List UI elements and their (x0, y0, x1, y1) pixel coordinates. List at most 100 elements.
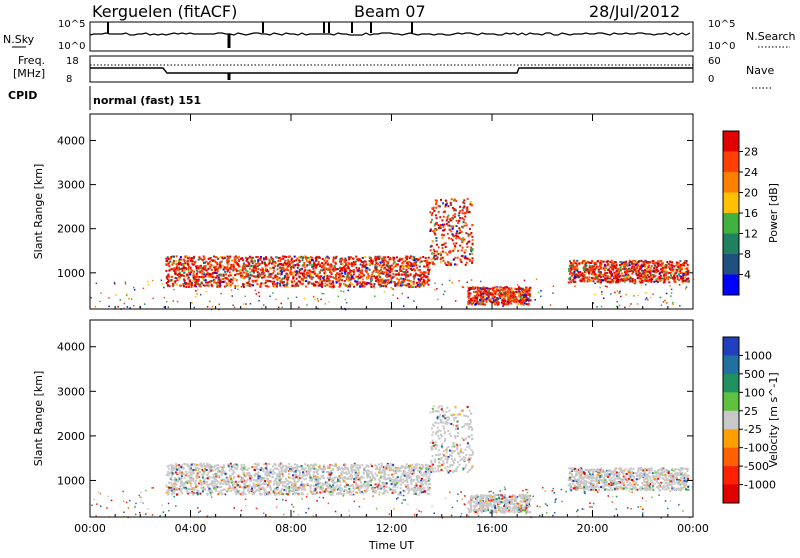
data-cell (461, 261, 463, 263)
data-cell (183, 485, 185, 487)
data-cell (432, 240, 434, 242)
data-cell (429, 474, 431, 476)
data-cell (635, 271, 637, 273)
data-cell (275, 478, 277, 480)
data-cell (406, 269, 408, 271)
data-cell (452, 250, 454, 252)
data-cell (657, 264, 659, 266)
freq-trace (90, 65, 693, 80)
data-cell (341, 477, 343, 479)
data-cell (358, 469, 360, 471)
data-cell (196, 269, 198, 271)
data-cell (307, 281, 309, 283)
data-cell (370, 286, 372, 288)
data-cell (510, 300, 512, 302)
data-cell (580, 262, 582, 264)
data-cell (382, 279, 384, 281)
data-cell (445, 242, 447, 244)
data-cell (371, 274, 373, 276)
freq-panel-frame (90, 56, 693, 82)
data-cell (265, 270, 267, 272)
data-cell (240, 468, 242, 470)
data-cell (434, 282, 436, 284)
data-cell (671, 273, 673, 275)
data-cell (526, 299, 528, 301)
data-cell (184, 280, 186, 282)
data-cell (488, 298, 490, 300)
data-cell (390, 281, 392, 283)
nave-tick-top: 60 (708, 56, 721, 67)
data-cell (484, 295, 486, 297)
data-cell (229, 469, 231, 471)
data-cell (211, 269, 213, 271)
data-cell (624, 263, 626, 265)
data-cell (624, 271, 626, 273)
data-cell (258, 490, 260, 492)
data-cell (199, 270, 201, 272)
data-cell (183, 267, 185, 269)
data-cell (210, 494, 212, 496)
data-cell (297, 285, 299, 287)
data-cell (486, 301, 488, 303)
data-cell (390, 279, 392, 281)
data-cell (255, 256, 257, 258)
data-cell (405, 467, 407, 469)
data-cell (358, 489, 360, 491)
data-cell (210, 264, 212, 266)
data-cell (240, 276, 242, 278)
data-cell (442, 237, 444, 239)
data-cell (193, 489, 195, 491)
data-cell (440, 227, 442, 229)
data-cell (611, 260, 613, 262)
data-cell (671, 268, 673, 270)
data-cell (108, 297, 110, 299)
data-cell (335, 263, 337, 265)
data-cell (651, 265, 653, 267)
data-cell (252, 262, 254, 264)
data-cell (277, 284, 279, 286)
data-cell (596, 306, 598, 308)
data-cell (478, 303, 480, 305)
data-cell (276, 286, 278, 288)
data-cell (296, 278, 298, 280)
data-cell (336, 268, 338, 270)
data-cell (237, 285, 239, 287)
data-cell (619, 305, 621, 307)
data-cell (259, 275, 261, 277)
freq-line (90, 68, 693, 73)
data-cell (264, 276, 266, 278)
data-cell (189, 280, 191, 282)
data-cell (381, 266, 383, 268)
data-cell (470, 247, 472, 249)
data-cell (464, 216, 466, 218)
data-cell (223, 275, 225, 277)
data-cell (173, 256, 175, 258)
data-cell (332, 261, 334, 263)
data-cell (423, 260, 425, 262)
data-cell (249, 285, 251, 287)
data-cell (272, 277, 274, 279)
data-cell (253, 272, 255, 274)
data-cell (242, 477, 244, 479)
data-cell (442, 202, 444, 204)
data-cell (194, 482, 196, 484)
data-cell (454, 199, 456, 201)
data-cell (652, 260, 654, 262)
data-cell (176, 263, 178, 265)
data-cell (436, 200, 438, 202)
data-cell (459, 245, 461, 247)
data-cell (214, 280, 216, 282)
data-cell (573, 281, 575, 283)
data-cell (284, 256, 286, 258)
data-cell (425, 464, 427, 466)
data-cell (253, 280, 255, 282)
data-cell (404, 278, 406, 280)
data-cell (283, 270, 285, 272)
data-cell (273, 270, 275, 272)
data-cell (289, 271, 291, 273)
data-cell (398, 470, 400, 472)
data-cell (406, 478, 408, 480)
data-cell (429, 269, 431, 271)
data-cell (284, 275, 286, 277)
data-cell (452, 228, 454, 230)
